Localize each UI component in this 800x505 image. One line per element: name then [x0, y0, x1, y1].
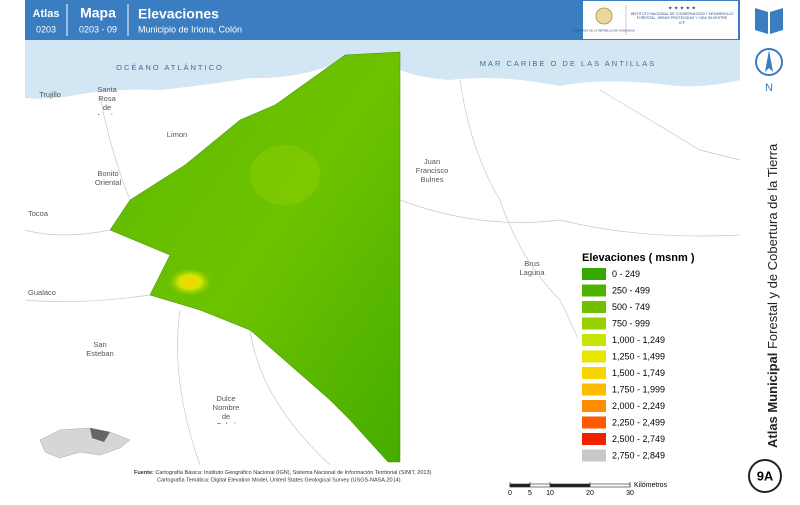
legend-swatch — [582, 350, 606, 363]
place-label-box: Trujillo — [39, 90, 61, 99]
ocean-label: OCÉANO ATLÁNTICO — [116, 63, 224, 72]
place-labels: Trujillo Santa Rosa de Aguán Limon Bonito O… — [27, 85, 545, 424]
sea-label: MAR CARIBE O DE LAS ANTILLAS — [480, 59, 656, 68]
atlas-label: Atlas — [33, 8, 60, 20]
legend-label: 2,500 - 2,749 — [612, 434, 665, 444]
legend-label: 250 - 499 — [612, 285, 650, 295]
legend-swatch — [582, 400, 606, 412]
place-label: Bonito Oriental — [94, 169, 122, 187]
institute-box: INSTITUTO NACIONAL DE CONSERVACIÓN Y DES… — [630, 12, 734, 25]
scale-tick-label: 20 — [586, 490, 594, 497]
scale-segment — [510, 484, 530, 487]
stars: ★ ★ ★ ★ ★ — [668, 5, 696, 11]
institute-name: INSTITUTO NACIONAL DE CONSERVACIÓN Y DES… — [630, 12, 734, 25]
sidebar-title: Atlas Municipal Forestal y de Cobertura … — [765, 143, 780, 448]
inset-map — [39, 427, 131, 459]
map-code: 0203 - 09 — [79, 24, 117, 34]
municipality-elevation — [109, 51, 401, 463]
legend-label: 2,250 - 2,499 — [612, 417, 665, 427]
badge: 9A — [757, 468, 774, 483]
north-label: N — [765, 82, 773, 94]
book-icon — [755, 8, 783, 34]
scale-tick-label: 0 — [508, 490, 512, 497]
government-seal — [595, 7, 613, 25]
legend-label: 1,000 - 1,249 — [612, 335, 665, 345]
legend-label: 0 - 249 — [612, 269, 640, 279]
place-label: San Esteban — [86, 340, 114, 358]
legend-swatch — [582, 317, 606, 330]
legend-label: 750 - 999 — [612, 318, 650, 328]
scale-tick-label: 10 — [546, 490, 554, 497]
legend-label: 2,000 - 2,249 — [612, 401, 665, 411]
legend-items: 0 - 249 250 - 499 500 - 749 750 - 999 1,000 … — [582, 268, 665, 462]
elevation-peak — [168, 268, 212, 296]
title: Elevaciones — [138, 6, 219, 22]
source-heading: Fuente: — [134, 470, 154, 476]
place-label: Limon — [166, 130, 188, 139]
place-label-box: Tocoa — [27, 209, 48, 218]
legend-label: 1,250 - 1,499 — [612, 351, 665, 361]
legend-label: 1,750 - 1,999 — [612, 384, 665, 394]
legend-title: Elevaciones ( msnm ) — [582, 252, 695, 264]
place-label: Dulce Nombre de Culmí — [212, 394, 240, 424]
scale-unit: Kilómetros — [634, 482, 668, 489]
legend-swatch — [582, 268, 606, 280]
place-label-box: Santa Rosa de Aguán — [96, 85, 118, 115]
place-label-box: Gualaco — [28, 288, 56, 297]
source: Fuente: Cartografía Básica: Instituto Ge… — [134, 470, 432, 476]
legend-swatch — [582, 383, 606, 396]
north-arrow — [765, 50, 773, 72]
subtitle: Municipio de Iriona, Colón — [138, 24, 242, 34]
place-label-box: Limon — [166, 130, 188, 139]
source-line1: Cartografía Básica: Instituto Geográfico… — [155, 470, 431, 476]
elevation-highland — [250, 145, 320, 205]
atlas-code: 0203 — [36, 24, 56, 34]
legend-label: 1,500 - 1,749 — [612, 368, 665, 378]
scale-tick-label: 30 — [626, 490, 634, 497]
place-label: Juan Francisco Bulnes — [415, 157, 449, 184]
sea — [25, 40, 740, 99]
legend-swatch — [582, 284, 606, 297]
legend-swatch — [582, 449, 606, 462]
sidebar-title-bold: Atlas Municipal — [765, 353, 780, 448]
place-label: Santa Rosa de Aguán — [96, 85, 118, 115]
legend-swatch — [582, 416, 606, 429]
sidebar-title-rest: Forestal y de Cobertura de la Tierra — [765, 143, 780, 349]
place-label-box: Dulce Nombre de Culmí — [212, 394, 240, 424]
legend-label: 500 - 749 — [612, 302, 650, 312]
place-label: Tocoa — [27, 209, 48, 218]
scale-segment — [550, 484, 590, 487]
institute-text: INSTITUTO NACIONAL DE CONSERVACIÓN Y DES… — [630, 12, 734, 21]
place-label: Gualaco — [28, 288, 56, 297]
scale-tick-label: 5 — [528, 490, 532, 497]
place-label-box: San Esteban — [86, 340, 114, 358]
legend-label: 2,750 - 2,849 — [612, 450, 665, 460]
place-label: Trujillo — [39, 90, 61, 99]
place-label: Brus Laguna — [519, 259, 545, 277]
legend-swatch — [582, 334, 606, 346]
place-label-box: Brus Laguna — [519, 259, 545, 277]
legend-swatch — [582, 301, 606, 313]
badge-circle — [748, 459, 782, 493]
place-label-box: Juan Francisco Bulnes — [415, 157, 449, 184]
map-label: Mapa — [80, 5, 116, 21]
source-line2: Cartografía Temática: Digital Elevation … — [157, 477, 401, 483]
legend-swatch — [582, 433, 606, 445]
place-label-box: Bonito Oriental — [94, 169, 122, 187]
institute-short: ICF — [679, 20, 685, 25]
government-name: GOBIERNO DE LA REPÚBLICA DE HONDURAS — [573, 28, 635, 33]
legend-swatch — [582, 367, 606, 379]
